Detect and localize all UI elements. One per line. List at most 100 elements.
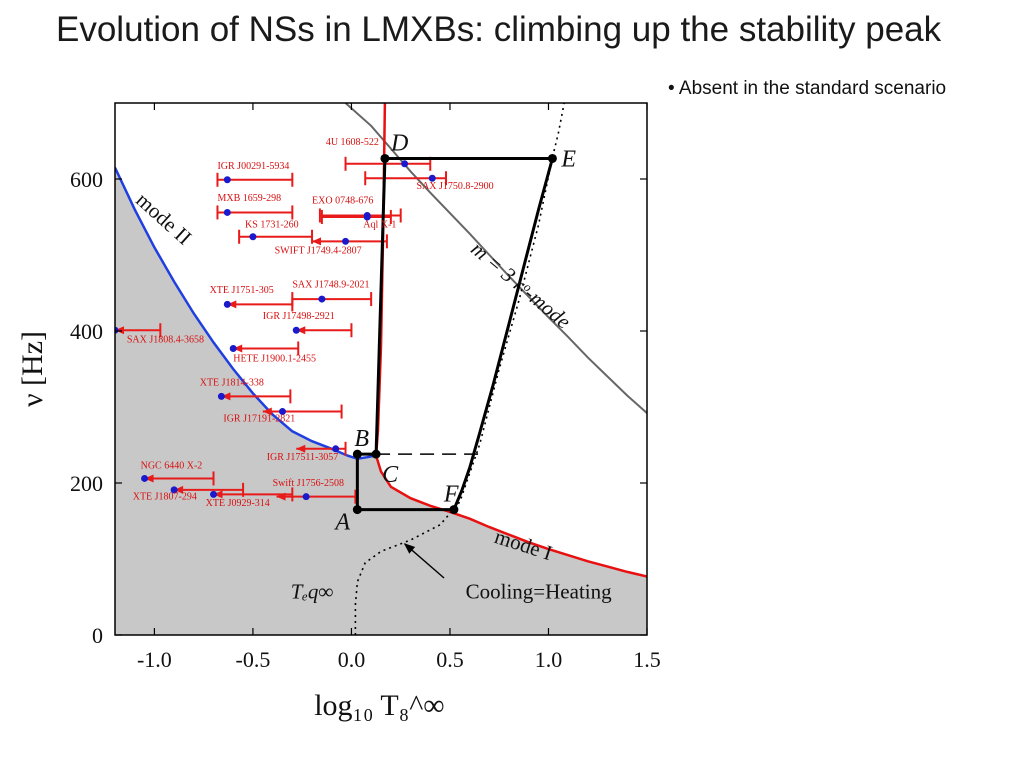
source-3	[216, 205, 294, 220]
source-label-2: SAX J1750.8-2900	[416, 181, 493, 192]
source-arrow	[221, 392, 231, 401]
source-arrow	[296, 326, 306, 335]
path-point-A	[352, 505, 362, 515]
source-point	[141, 474, 149, 482]
x-tick-label: 1.0	[535, 647, 563, 672]
r-mode-curve	[344, 103, 647, 414]
source-label-19: Swift J1756-2508	[273, 478, 344, 489]
axes-group: -1.0 -0.5 0.0 0.5 1.0 1.5 0 200 400 600 log₁₀ T₈^∞…	[16, 102, 661, 722]
source-10	[292, 323, 353, 338]
path-point-F	[449, 505, 459, 515]
source-18	[210, 487, 294, 502]
source-label-14: IGR J17191-2821	[223, 413, 295, 424]
path-point-D	[380, 153, 390, 163]
source-arrow	[233, 344, 243, 353]
source-label-5: KS 1731-260	[245, 220, 299, 231]
source-label-7: SWIFT J1749.4-2807	[275, 245, 362, 256]
path-letter-E: E	[560, 146, 576, 172]
source-6	[320, 210, 392, 224]
source-arrow	[115, 326, 124, 335]
path-letter-B: B	[354, 426, 369, 452]
source-point	[318, 295, 326, 303]
source-label-16: NGC 6440 X-2	[141, 461, 203, 472]
source-label-4: EXO 0748-676	[312, 195, 373, 206]
unstable-region	[115, 167, 647, 635]
source-label-1: IGR J00291-5934	[217, 161, 289, 172]
source-label-17: XTE J1807-294	[133, 492, 197, 503]
source-7	[312, 234, 388, 249]
source-point	[278, 408, 286, 416]
x-tick-label: -1.0	[137, 647, 172, 672]
source-label-3: MXB 1659-298	[217, 193, 281, 204]
source-point	[210, 490, 218, 498]
source-12	[229, 341, 300, 356]
source-point	[401, 160, 409, 168]
plot-frame	[114, 102, 648, 636]
slide-title: Evolution of NSs in LMXBs: climbing up t…	[56, 10, 942, 49]
path-point-B	[352, 449, 362, 459]
source-point	[223, 176, 231, 184]
source-2	[364, 171, 448, 186]
source-arrow	[174, 485, 184, 494]
source-19	[276, 489, 357, 504]
source-point	[229, 344, 237, 352]
source-point	[428, 174, 436, 182]
annotation-arrow	[403, 543, 445, 579]
source-11	[115, 323, 162, 338]
source-label-12: HETE J1900.1-2455	[233, 353, 316, 364]
path-letter-D: D	[390, 130, 408, 156]
mode-ii-curve	[115, 167, 376, 460]
path-point-E	[547, 153, 557, 163]
source-arrow	[312, 237, 322, 246]
source-point	[170, 486, 178, 494]
source-arrow	[227, 300, 237, 309]
source-arrow	[262, 407, 272, 416]
source-14	[262, 404, 343, 419]
bullet-point: • Absent in the standard scenario	[668, 78, 946, 100]
y-tick-label: 400	[70, 319, 103, 344]
source-8	[223, 297, 294, 312]
x-axis-label: log₁₀ T₈^∞	[314, 689, 444, 722]
source-point	[363, 213, 371, 221]
path-point-C	[371, 449, 381, 459]
bullet-glyph: •	[668, 78, 675, 99]
source-15	[296, 441, 347, 456]
source-arrow	[276, 492, 286, 501]
path-letter-F: F	[443, 482, 459, 508]
source-0	[344, 156, 432, 171]
annotation-t-eq: Tₑq∞	[291, 580, 334, 604]
source-label-9: SAX J1748.9-2021	[292, 280, 369, 291]
y-tick-label: 200	[70, 471, 103, 496]
source-arrow	[296, 444, 306, 453]
source-1	[216, 172, 294, 187]
source-label-13: XTE J1814-338	[200, 378, 264, 389]
source-arrow	[213, 490, 223, 499]
source-point	[223, 300, 231, 308]
annotation-cooling-heating: Cooling=Heating	[466, 580, 612, 604]
source-point	[292, 326, 300, 334]
y-tick-label: 600	[70, 167, 103, 192]
x-tick-label: 1.5	[633, 647, 661, 672]
source-label-6: Aql X-1	[363, 220, 396, 231]
path-segment-CD	[374, 158, 387, 455]
y-axis-label: ν [Hz]	[16, 331, 49, 407]
source-arrow	[144, 474, 154, 483]
y-tick-label: 0	[92, 623, 103, 648]
mode-i-tail-curve	[374, 455, 647, 578]
source-label-18: XTE J0929-314	[206, 498, 270, 509]
x-tick-label: 0.0	[338, 647, 366, 672]
source-label-0: 4U 1608-522	[326, 137, 379, 148]
sources-group	[115, 156, 448, 504]
source-label-8: XTE J1751-305	[210, 285, 274, 296]
source-point	[249, 233, 257, 241]
source-point	[115, 326, 119, 334]
source-label-10: IGR J17498-2921	[263, 311, 335, 322]
source-16	[141, 471, 215, 486]
source-point	[342, 237, 350, 245]
path-segment-EF	[452, 158, 554, 511]
x-tick-label: -0.5	[236, 647, 271, 672]
source-label-11: SAX J1808.4-3658	[127, 334, 204, 345]
source-point	[217, 392, 225, 400]
bullet-text: Absent in the standard scenario	[678, 78, 947, 99]
